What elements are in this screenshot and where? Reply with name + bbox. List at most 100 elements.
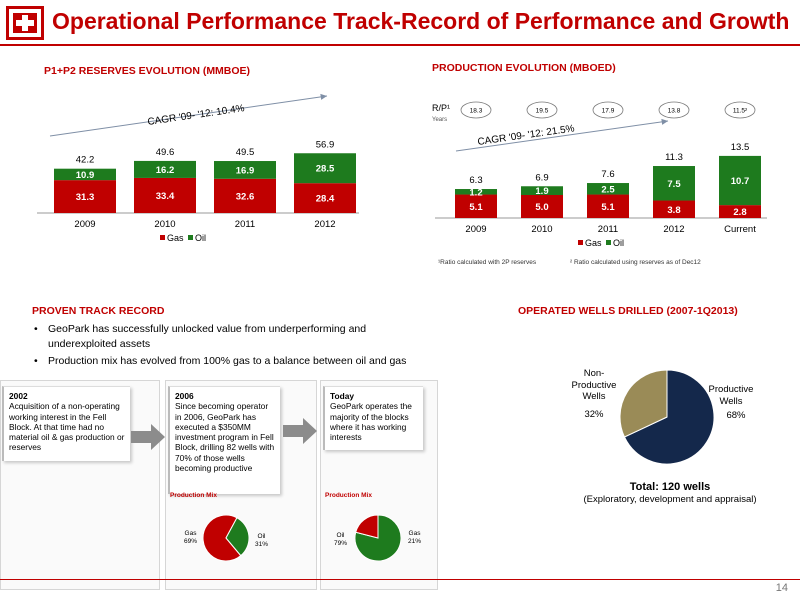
data-label-oil: 10.7 [731, 176, 750, 187]
bar-oil [719, 155, 761, 206]
bar-gas [134, 177, 196, 213]
bar-oil [587, 183, 629, 195]
x-tick-label: 2010 [531, 224, 552, 235]
geopark-logo [6, 6, 44, 40]
rp-bubble [724, 101, 756, 119]
mix-2006-gas-name: Gas [184, 530, 197, 537]
legend-label-gas: Gas [167, 233, 184, 243]
rp-value: 19.5 [536, 108, 549, 115]
x-tick-label: Current [724, 224, 756, 235]
production-mix-label-2006: Production Mix [170, 492, 217, 499]
rp-label: R/P¹ [432, 103, 450, 113]
x-tick-label: 2012 [663, 224, 684, 235]
data-label-oil: 7.5 [667, 179, 681, 190]
data-label-gas: 28.4 [316, 194, 335, 205]
data-label-total: 42.2 [76, 155, 95, 166]
bar-oil [54, 168, 116, 181]
arrow-right-icon [283, 418, 317, 444]
bar-oil [521, 186, 563, 195]
box-today-text: GeoPark operates the majority of the blo… [330, 401, 412, 443]
x-tick-label: 2010 [154, 219, 175, 230]
pie-slice [203, 515, 242, 561]
rp-value: 13.8 [668, 108, 681, 115]
bar-gas [653, 200, 695, 218]
track-record-bullets: GeoPark has successfully unlocked value … [32, 322, 432, 371]
legend-label-gas: Gas [585, 238, 602, 248]
rp-bubble [460, 101, 492, 119]
bar-oil [653, 166, 695, 201]
box-today-year: Today [330, 391, 355, 401]
mix-today-gas-label: Gas 21% [408, 530, 421, 546]
data-label-oil: 28.5 [316, 164, 335, 175]
bullet-item: GeoPark has successfully unlocked value … [32, 322, 432, 352]
mix-2006-oil-pct: 31% [255, 541, 269, 548]
mix-2006-gas-label: Gas 69% [184, 530, 197, 546]
page-title: Operational Performance Track-Record of … [52, 8, 790, 34]
track-record-section-title: PROVEN TRACK RECORD [32, 305, 165, 317]
wells-section-title: OPERATED WELLS DRILLED (2007-1Q2013) [518, 305, 738, 317]
wells-subtitle: (Exploratory, development and appraisal) [583, 494, 757, 505]
reserves-section-title: P1+P2 RESERVES EVOLUTION (MMBOE) [44, 65, 251, 77]
data-label-total: 7.6 [601, 169, 614, 180]
bar-gas [214, 178, 276, 213]
data-label-total: 49.5 [236, 147, 255, 158]
data-label-oil: 16.2 [156, 165, 175, 176]
bullet-item: Production mix has evolved from 100% gas… [32, 354, 432, 369]
data-label-gas: 5.1 [469, 202, 483, 213]
cagr-arrow-head-icon [661, 118, 668, 125]
legend-label-oil: Oil [613, 238, 624, 248]
wells-total: Total: 120 wells [629, 481, 711, 493]
non-productive-pct: 32% [584, 409, 604, 420]
legend-swatch-oil [606, 240, 611, 245]
box-2006-text: Since becoming operator in 2006, GeoPark… [175, 401, 275, 474]
bar-oil [214, 161, 276, 179]
mix-today-oil-label: Oil 79% [334, 532, 347, 548]
cagr-arrow-line [49, 95, 328, 137]
rp-sublabel: Years [432, 117, 447, 123]
pie-slice [623, 370, 714, 464]
box-2002-year: 2002 [9, 391, 28, 401]
pie-slice [225, 517, 249, 557]
reserves-chart: 31.3 10.9 42.2 2009 33.4 16.2 49.6 2010 32.6 16.9… [37, 93, 359, 243]
rp-bubble [592, 101, 624, 119]
mix-today-oil-pct: 79% [334, 540, 348, 547]
legend-swatch-oil [188, 235, 193, 240]
rp-bubble [658, 101, 690, 119]
data-label-gas: 5.0 [535, 202, 548, 213]
data-label-oil: 2.5 [601, 184, 615, 195]
productive-pct: 68% [726, 410, 746, 421]
pie-slice [620, 370, 668, 438]
data-label-total: 6.3 [469, 175, 482, 186]
production-mix-label-today: Production Mix [325, 492, 372, 499]
data-label-oil: 1.9 [535, 186, 548, 197]
non-productive-label: Non-Productive Wells [566, 368, 622, 403]
wells-drilled-pie [620, 370, 714, 464]
data-label-gas: 5.1 [601, 202, 615, 213]
box-2006-year: 2006 [175, 391, 194, 401]
cagr-arrow-line [455, 120, 669, 152]
mix-2006-oil-label: Oil 31% [255, 533, 268, 549]
box-2002: 2002 Acquisition of a non-operating work… [2, 386, 130, 461]
legend-swatch-gas [160, 235, 165, 240]
page-number: 14 [775, 582, 788, 594]
production-mix-2006-pie [203, 515, 249, 561]
cagr-arrow-head-icon [320, 93, 327, 100]
bar-gas [455, 194, 497, 218]
mix-today-gas-name: Gas [408, 530, 421, 537]
cagr-label: CAGR '09- '12: 10.4% [147, 103, 245, 128]
footnote-2: ² Ratio calculated using reserves as of … [570, 259, 701, 266]
x-tick-label: 2009 [465, 224, 486, 235]
bar-gas [54, 180, 116, 213]
data-label-gas: 3.8 [667, 205, 680, 216]
box-2002-text: Acquisition of a non-operating working i… [9, 401, 125, 453]
data-label-gas: 31.3 [76, 192, 95, 203]
data-label-total: 6.9 [535, 172, 548, 183]
legend-label-oil: Oil [195, 233, 206, 243]
x-tick-label: 2011 [598, 224, 618, 235]
pie-slice [355, 515, 379, 539]
data-label-total: 11.3 [665, 152, 683, 163]
data-label-oil: 16.9 [236, 165, 255, 176]
bar-gas [587, 194, 629, 218]
mix-2006-oil-name: Oil [257, 533, 266, 540]
rp-value: 11.5² [733, 108, 748, 115]
